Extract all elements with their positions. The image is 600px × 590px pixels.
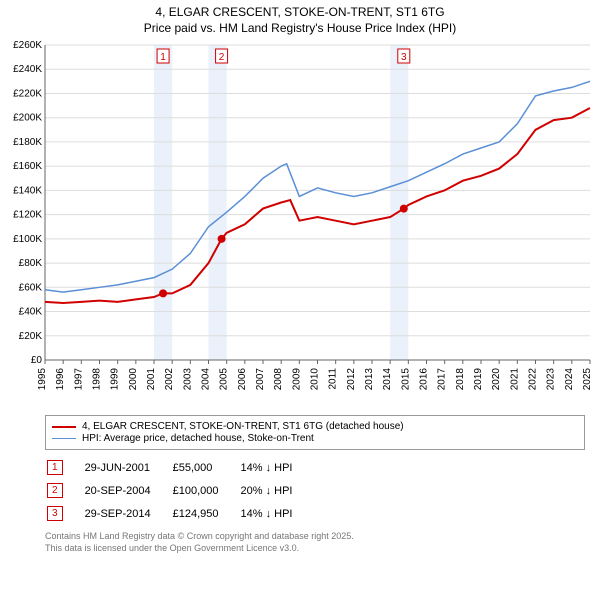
svg-text:1996: 1996 [55, 368, 66, 391]
events-table: 129-JUN-2001£55,00014% ↓ HPI220-SEP-2004… [45, 455, 314, 526]
legend: 4, ELGAR CRESCENT, STOKE-ON-TRENT, ST1 6… [45, 415, 585, 450]
svg-text:1: 1 [160, 52, 166, 63]
svg-text:2014: 2014 [382, 368, 393, 391]
svg-text:2005: 2005 [219, 368, 230, 391]
svg-text:2013: 2013 [364, 368, 375, 391]
svg-text:2002: 2002 [164, 368, 175, 391]
svg-text:1998: 1998 [92, 368, 103, 391]
svg-text:2000: 2000 [128, 368, 139, 391]
legend-label: 4, ELGAR CRESCENT, STOKE-ON-TRENT, ST1 6… [82, 421, 404, 432]
svg-text:£60K: £60K [19, 282, 43, 293]
svg-text:2008: 2008 [273, 368, 284, 391]
svg-text:2015: 2015 [400, 368, 411, 391]
svg-text:£140K: £140K [13, 186, 42, 197]
svg-text:2018: 2018 [455, 368, 466, 391]
svg-text:1997: 1997 [73, 368, 84, 391]
svg-text:£160K: £160K [13, 161, 42, 172]
event-num-cell: 3 [47, 503, 83, 524]
legend-swatch [52, 438, 76, 439]
svg-text:2025: 2025 [582, 368, 593, 391]
svg-text:2020: 2020 [491, 368, 502, 391]
svg-text:2007: 2007 [255, 368, 266, 391]
event-delta: 14% ↓ HPI [241, 503, 313, 524]
event-row: 3 29-SEP-2014£124,95014% ↓ HPI [47, 503, 312, 524]
event-number: 3 [47, 506, 63, 521]
svg-text:2004: 2004 [201, 368, 212, 391]
event-number: 1 [47, 460, 63, 475]
event-delta: 20% ↓ HPI [241, 480, 313, 501]
svg-text:2021: 2021 [509, 368, 520, 391]
event-number: 2 [47, 483, 63, 498]
event-date: 20-SEP-2004 [85, 480, 171, 501]
event-date: 29-SEP-2014 [85, 503, 171, 524]
legend-item: HPI: Average price, detached house, Stok… [52, 433, 578, 444]
svg-text:£240K: £240K [13, 64, 42, 75]
event-date: 29-JUN-2001 [85, 457, 171, 478]
svg-text:2001: 2001 [146, 368, 157, 391]
svg-text:2011: 2011 [328, 368, 339, 390]
svg-text:2003: 2003 [182, 368, 193, 391]
svg-text:2017: 2017 [437, 368, 448, 391]
svg-text:£80K: £80K [19, 258, 43, 269]
svg-text:2023: 2023 [546, 368, 557, 391]
svg-text:2024: 2024 [564, 368, 575, 391]
svg-text:2009: 2009 [291, 368, 302, 391]
svg-text:2012: 2012 [346, 368, 357, 391]
svg-text:£200K: £200K [13, 113, 42, 124]
svg-text:2019: 2019 [473, 368, 484, 391]
line-chart: £0 £20K £40K £60K £80K £100K £120K £140K £160K £1… [5, 40, 595, 410]
event-price: £124,950 [173, 503, 239, 524]
svg-text:3: 3 [401, 52, 407, 63]
event-num-cell: 2 [47, 480, 83, 501]
license-line-2: This data is licensed under the Open Gov… [45, 543, 585, 555]
svg-text:£220K: £220K [13, 89, 42, 100]
title-line-1: 4, ELGAR CRESCENT, STOKE-ON-TRENT, ST1 6… [5, 5, 595, 21]
legend-label: HPI: Average price, detached house, Stok… [82, 433, 314, 444]
chart-title: 4, ELGAR CRESCENT, STOKE-ON-TRENT, ST1 6… [5, 5, 595, 36]
license-line-1: Contains HM Land Registry data © Crown c… [45, 531, 585, 543]
svg-text:£120K: £120K [13, 210, 42, 221]
svg-text:2006: 2006 [237, 368, 248, 391]
svg-text:2: 2 [219, 52, 225, 63]
svg-text:2010: 2010 [310, 368, 321, 391]
event-num-cell: 1 [47, 457, 83, 478]
event-row: 1 29-JUN-2001£55,00014% ↓ HPI [47, 457, 312, 478]
legend-swatch [52, 426, 76, 428]
event-price: £100,000 [173, 480, 239, 501]
svg-text:1995: 1995 [37, 368, 48, 391]
svg-text:£40K: £40K [19, 307, 43, 318]
svg-text:1999: 1999 [110, 368, 121, 391]
event-row: 2 20-SEP-2004£100,00020% ↓ HPI [47, 480, 312, 501]
svg-text:£180K: £180K [13, 137, 42, 148]
svg-text:£260K: £260K [13, 40, 42, 51]
svg-text:£100K: £100K [13, 234, 42, 245]
svg-text:£0: £0 [31, 355, 43, 366]
svg-text:2016: 2016 [419, 368, 430, 391]
svg-text:2022: 2022 [528, 368, 539, 391]
legend-item: 4, ELGAR CRESCENT, STOKE-ON-TRENT, ST1 6… [52, 421, 578, 432]
title-line-2: Price paid vs. HM Land Registry's House … [5, 21, 595, 37]
svg-text:£20K: £20K [19, 331, 43, 342]
event-price: £55,000 [173, 457, 239, 478]
license-text: Contains HM Land Registry data © Crown c… [45, 531, 585, 554]
event-delta: 14% ↓ HPI [241, 457, 313, 478]
